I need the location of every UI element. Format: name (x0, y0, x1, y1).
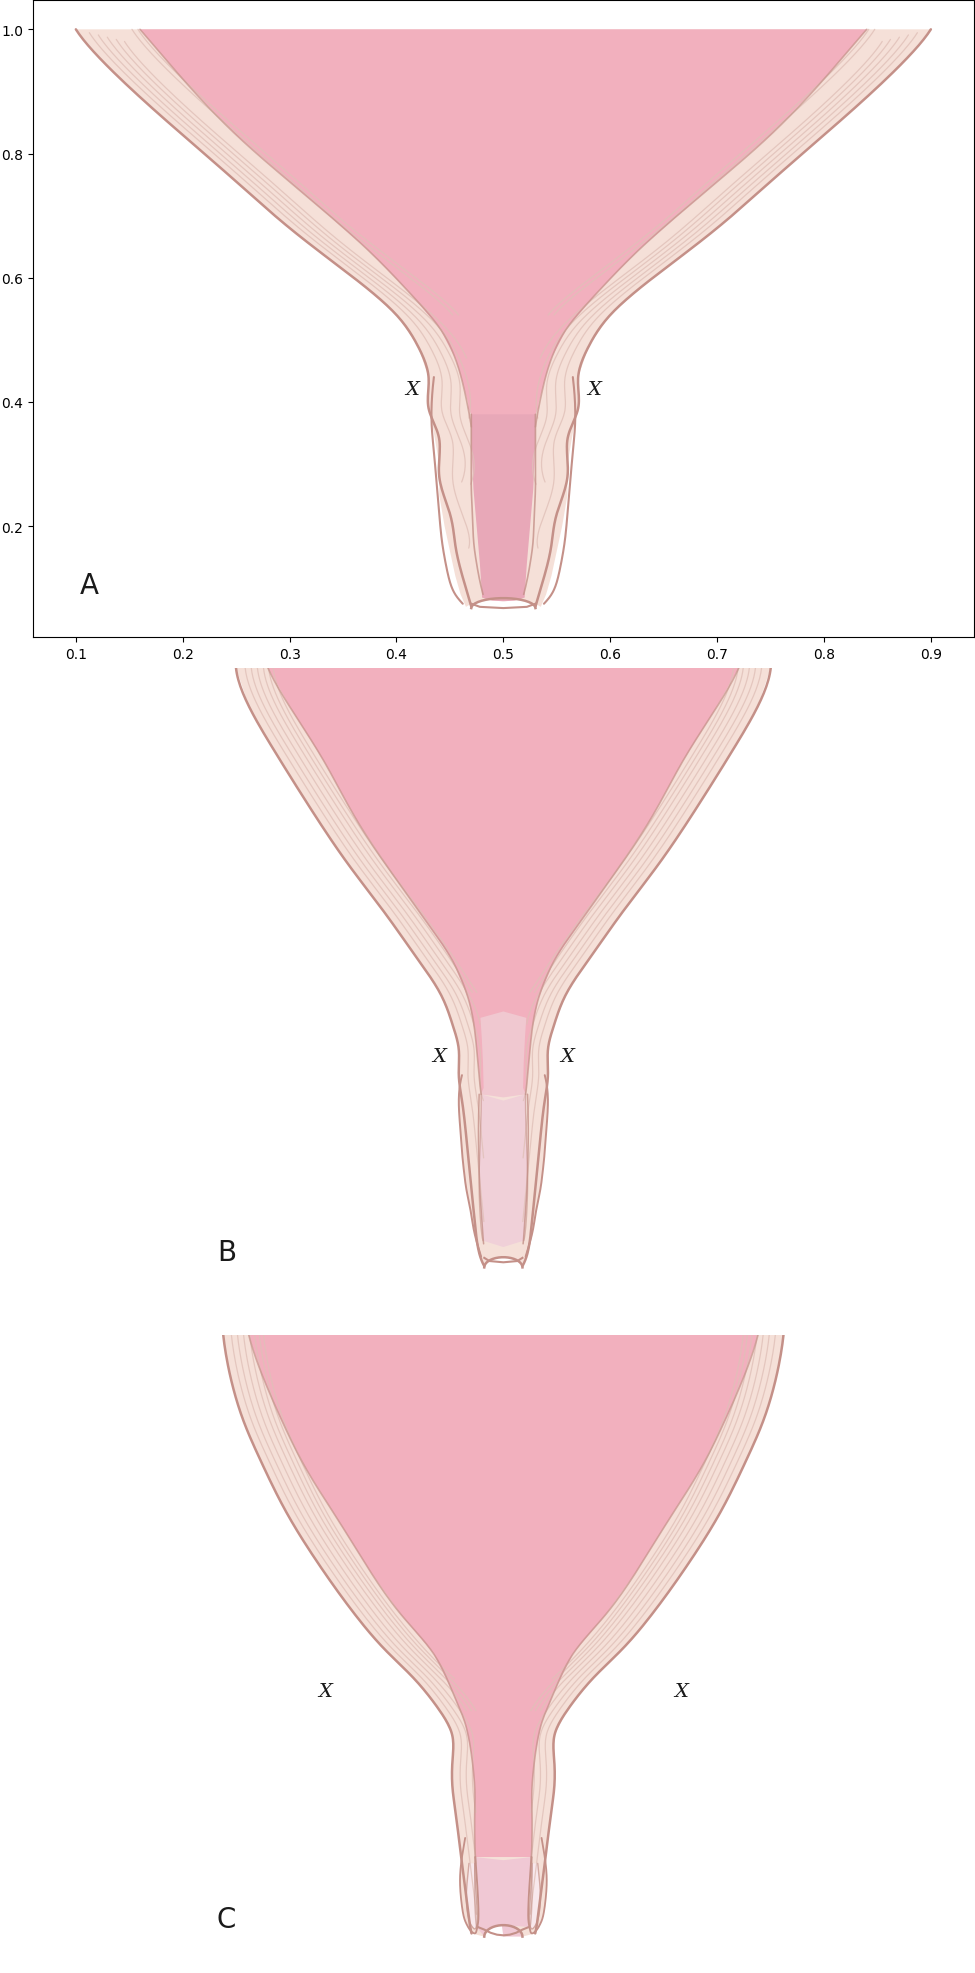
Polygon shape (481, 1012, 526, 1097)
Text: A: A (80, 572, 99, 600)
Text: X: X (318, 1683, 332, 1701)
Polygon shape (468, 328, 538, 418)
Polygon shape (471, 414, 535, 602)
Polygon shape (140, 30, 867, 428)
Polygon shape (236, 669, 771, 1269)
Polygon shape (520, 1075, 548, 1261)
Polygon shape (223, 1336, 784, 1937)
Text: X: X (406, 381, 419, 399)
Text: C: C (216, 1906, 236, 1934)
Text: X: X (587, 381, 602, 399)
Polygon shape (429, 359, 503, 608)
Text: B: B (216, 1239, 236, 1267)
Polygon shape (528, 1839, 547, 1934)
Polygon shape (460, 1839, 479, 1934)
Text: X: X (675, 1683, 688, 1701)
Polygon shape (475, 1857, 532, 1937)
Polygon shape (529, 1863, 540, 1930)
Polygon shape (459, 1075, 488, 1261)
Text: X: X (560, 1048, 574, 1065)
Polygon shape (503, 359, 578, 608)
Polygon shape (479, 1095, 527, 1247)
Polygon shape (268, 669, 739, 1095)
Text: X: X (433, 1048, 447, 1065)
Polygon shape (249, 1336, 758, 1857)
Polygon shape (76, 30, 931, 610)
Polygon shape (466, 1863, 477, 1930)
